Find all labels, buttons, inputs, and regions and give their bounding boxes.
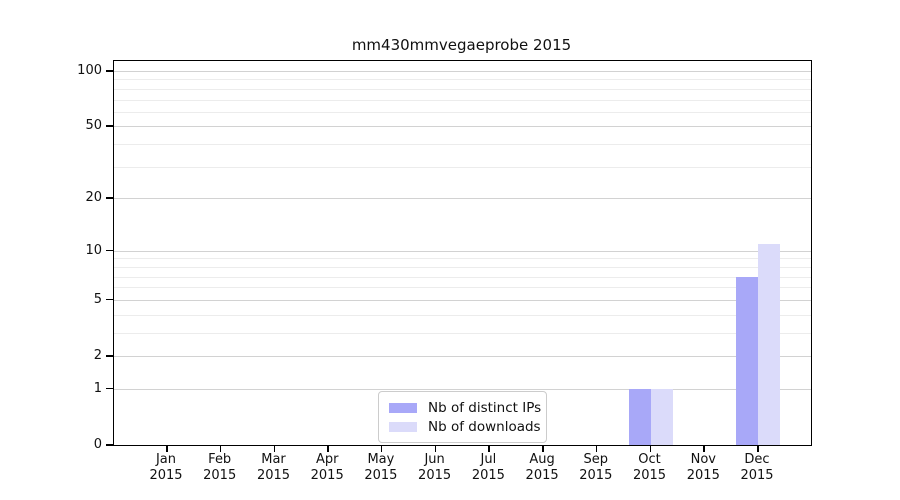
x-tick-year: 2015	[632, 468, 667, 483]
x-tick-label: Jul 2015	[460, 452, 516, 484]
x-tick-label: May 2015	[353, 452, 409, 484]
x-tick-year: 2015	[310, 468, 344, 483]
legend: Nb of distinct IPs Nb of downloads	[378, 391, 547, 443]
x-tick-year: 2015	[256, 468, 291, 483]
y-tick	[106, 70, 113, 72]
plot-area	[113, 60, 812, 446]
x-tick-label: Mar 2015	[246, 452, 302, 484]
gridline-major	[114, 356, 811, 357]
x-tick-month: Dec	[744, 452, 770, 467]
gridline-major	[114, 250, 811, 252]
y-tick-label: 50	[85, 118, 102, 134]
x-tick	[703, 445, 705, 452]
y-tick	[106, 197, 113, 199]
x-tick-month: Oct	[638, 452, 661, 467]
x-tick-month: Feb	[208, 452, 232, 467]
y-tick-label: 2	[93, 348, 102, 363]
gridline-minor	[114, 276, 811, 278]
x-tick-month: Nov	[690, 452, 716, 467]
y-tick-label: 0	[93, 437, 102, 452]
bar-distinct-ips-oct	[628, 388, 651, 445]
x-tick-month: Jan	[155, 452, 177, 467]
y-tick	[106, 444, 113, 446]
y-tick-label: 5	[93, 291, 102, 307]
legend-label: Nb of distinct IPs	[428, 399, 542, 416]
gridline-minor	[114, 266, 811, 268]
x-tick-month: Apr	[315, 452, 339, 467]
x-tick-year: 2015	[686, 468, 720, 483]
y-tick	[106, 249, 113, 252]
gridline-minor	[114, 166, 811, 168]
x-tick	[488, 445, 490, 452]
y-tick-label: 10	[85, 242, 102, 258]
gridline-minor	[114, 287, 811, 289]
legend-swatch	[389, 402, 417, 413]
x-tick	[649, 445, 651, 452]
gridline-minor	[114, 258, 811, 260]
x-tick-year: 2015	[579, 468, 613, 483]
gridline-minor	[114, 79, 811, 81]
gridline-minor	[114, 99, 811, 101]
legend-item: Nb of distinct IPs	[389, 398, 541, 417]
gridline-major	[114, 126, 811, 128]
x-tick	[327, 445, 329, 452]
x-tick-month: Mar	[261, 452, 286, 467]
x-tick-year: 2015	[525, 468, 559, 483]
y-tick	[106, 355, 113, 357]
x-tick-year: 2015	[740, 468, 774, 483]
x-tick-label: Aug 2015	[514, 452, 570, 484]
gridline-minor	[114, 88, 811, 90]
x-tick-year: 2015	[149, 468, 183, 483]
x-tick	[380, 445, 383, 452]
y-tick-label: 1	[93, 380, 102, 396]
legend-swatch	[389, 421, 417, 432]
legend-label: Nb of downloads	[428, 418, 541, 435]
y-tick	[106, 298, 113, 301]
x-tick-label: Apr 2015	[299, 452, 355, 484]
x-tick	[595, 445, 598, 452]
x-tick-year: 2015	[203, 468, 237, 483]
gridline-major	[114, 198, 811, 200]
x-tick-month: Sep	[583, 452, 609, 467]
x-tick-label: Nov 2015	[675, 452, 731, 484]
x-tick	[219, 445, 222, 452]
x-tick	[166, 445, 168, 452]
y-tick	[106, 125, 113, 127]
legend-item: Nb of downloads	[389, 417, 541, 436]
x-tick	[757, 445, 759, 452]
y-tick-label: 20	[85, 190, 102, 206]
x-tick-month: Jul	[480, 452, 497, 467]
y-tick	[106, 387, 113, 390]
gridline-minor	[114, 111, 811, 113]
x-tick-month: Jun	[424, 452, 445, 467]
x-tick-year: 2015	[364, 468, 398, 483]
x-tick-year: 2015	[418, 468, 452, 483]
x-tick-label: Jan 2015	[138, 452, 194, 484]
bar-distinct-ips-dec	[736, 276, 758, 445]
gridline-minor	[114, 144, 811, 146]
x-tick-month: May	[367, 452, 395, 467]
gridline-minor	[114, 332, 811, 334]
x-tick	[542, 445, 544, 452]
gridline-minor	[114, 314, 811, 316]
gridline-major	[114, 71, 811, 72]
x-tick-month: Aug	[529, 452, 555, 467]
x-tick-label: Jun 2015	[407, 452, 463, 484]
x-tick-label: Dec 2015	[729, 452, 785, 484]
x-tick-label: Oct 2015	[622, 452, 678, 484]
x-tick-label: Feb 2015	[192, 452, 248, 484]
y-tick-label: 100	[77, 63, 102, 78]
x-tick-year: 2015	[471, 468, 505, 483]
x-tick	[273, 445, 275, 452]
gridline-major	[114, 388, 811, 390]
bar-downloads-dec	[758, 243, 780, 445]
gridline-major	[114, 299, 811, 301]
x-tick-label: Sep 2015	[568, 452, 624, 484]
chart-title: mm430mmvegaeprobe 2015	[351, 36, 572, 54]
bar-downloads-oct	[650, 388, 673, 445]
x-tick	[434, 445, 437, 452]
